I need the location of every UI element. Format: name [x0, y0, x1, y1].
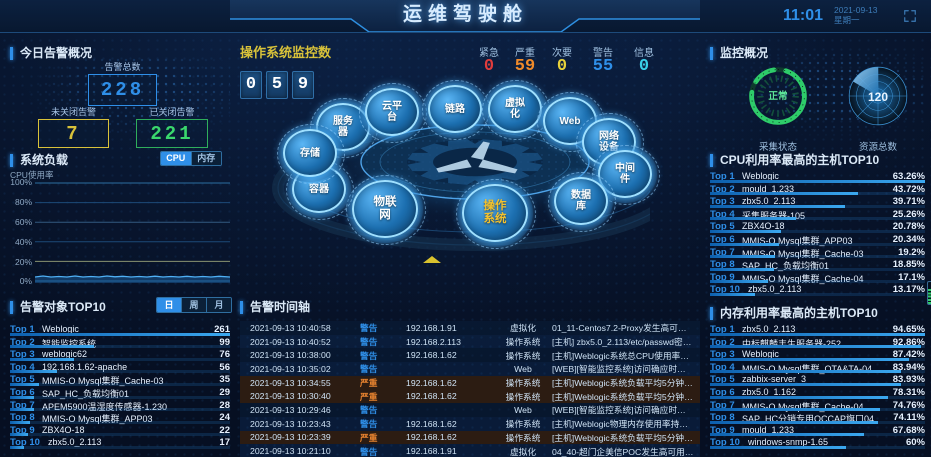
svg-text:120: 120 [868, 90, 888, 104]
svg-text:正常: 正常 [768, 90, 788, 102]
